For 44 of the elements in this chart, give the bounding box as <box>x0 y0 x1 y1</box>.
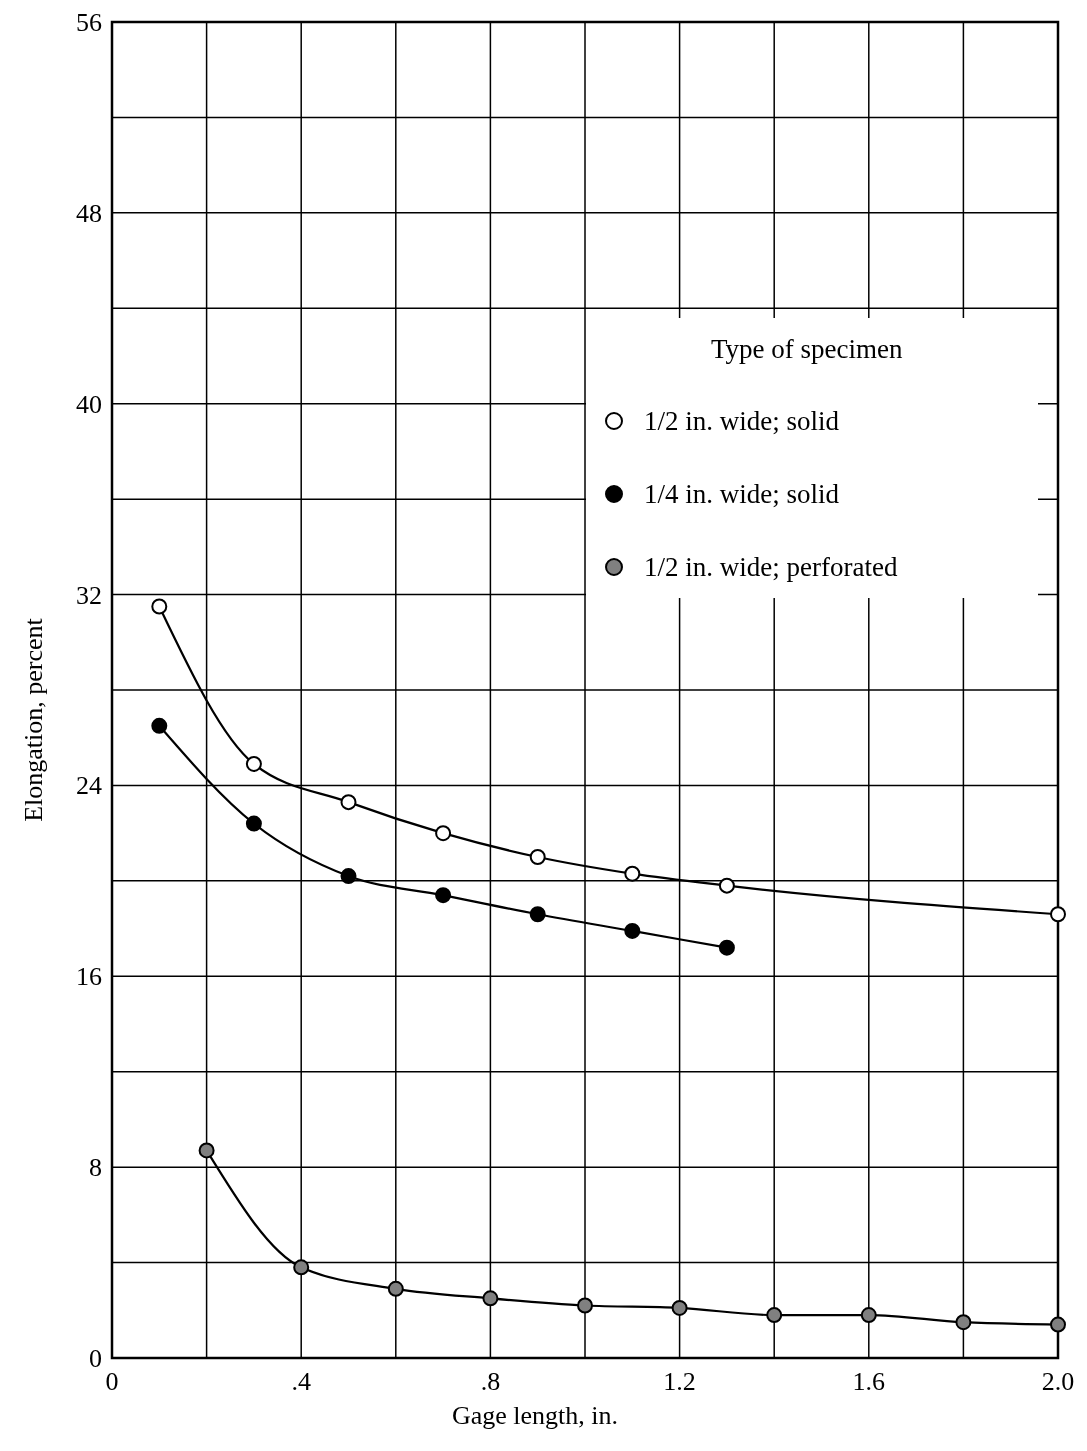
y-axis-title: Elongation, percent <box>19 617 48 822</box>
y-tick-label: 40 <box>76 389 102 419</box>
point <box>293 1259 310 1276</box>
point <box>245 755 262 772</box>
point <box>1050 906 1066 923</box>
y-tick-label: 16 <box>76 962 102 992</box>
x-tick-label: 1.2 <box>663 1367 696 1396</box>
point <box>577 1297 593 1314</box>
point <box>340 868 357 885</box>
point <box>955 1314 972 1331</box>
x-axis-title: Gage length, in. <box>451 1401 619 1430</box>
legend-title: Type of specimen <box>711 334 904 364</box>
y-tick-label: 0 <box>89 1344 102 1373</box>
x-tick-label: .8 <box>480 1367 501 1396</box>
y-tick-label: 32 <box>76 580 102 610</box>
point <box>529 906 546 923</box>
point <box>245 815 262 832</box>
point <box>671 1299 688 1316</box>
x-tick-label: 2.0 <box>1041 1367 1075 1396</box>
legend-label: 1/2 in. wide; solid <box>644 406 840 436</box>
point <box>435 825 452 842</box>
point <box>198 1142 215 1159</box>
point <box>151 717 168 734</box>
y-tick-label: 24 <box>76 771 102 801</box>
y-tick-label: 8 <box>89 1153 102 1183</box>
x-tick-label: .4 <box>291 1367 311 1396</box>
legend-label: 1/2 in. wide; perforated <box>644 552 898 582</box>
y-tick-label: 48 <box>76 198 102 228</box>
point <box>482 1290 499 1307</box>
point <box>529 849 546 865</box>
point <box>387 1280 404 1297</box>
point <box>435 887 452 904</box>
point <box>860 1307 877 1324</box>
point <box>151 598 168 615</box>
y-tick-label: 56 <box>76 8 102 37</box>
point <box>340 794 357 811</box>
legend-label: 1/4 in. wide; solid <box>644 479 840 509</box>
point <box>1050 1316 1066 1333</box>
point <box>718 877 735 894</box>
point <box>624 922 641 939</box>
x-tick-label: 1.6 <box>852 1367 886 1396</box>
point <box>766 1307 783 1324</box>
point <box>624 865 641 882</box>
point <box>718 939 735 956</box>
